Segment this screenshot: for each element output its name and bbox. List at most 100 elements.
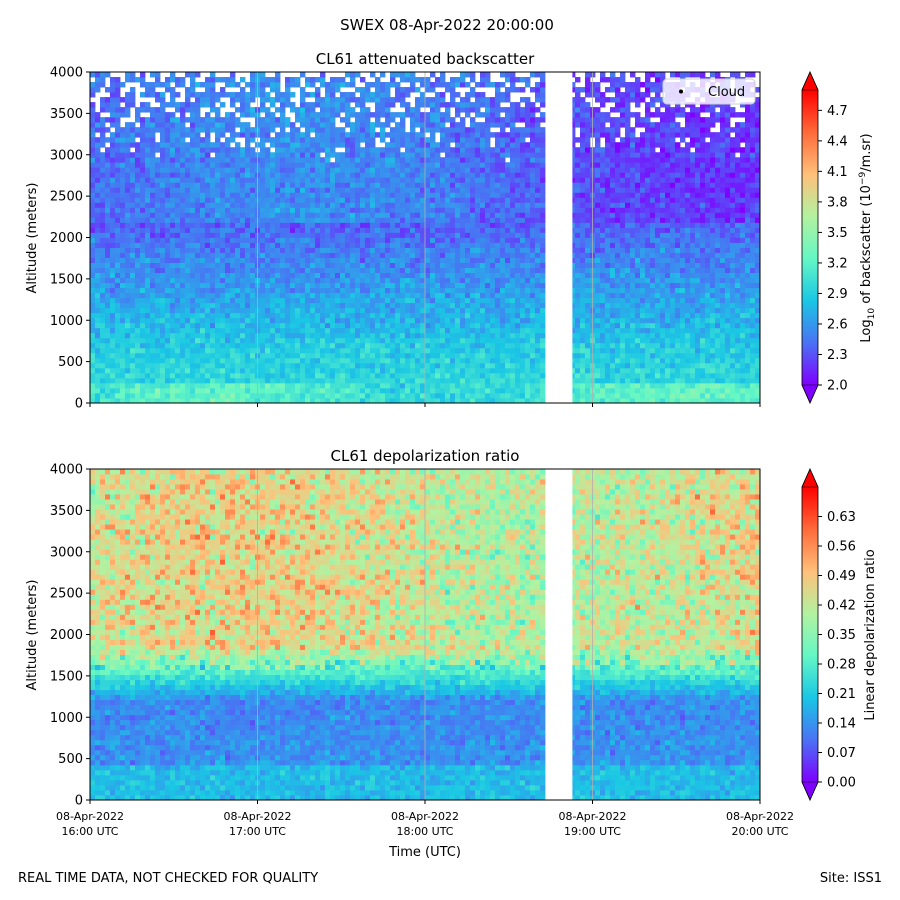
heatmap-cell bbox=[160, 92, 166, 98]
heatmap-cell bbox=[155, 187, 161, 193]
heatmap-cell bbox=[175, 187, 181, 193]
heatmap-cell bbox=[140, 352, 146, 359]
heatmap-cell bbox=[145, 192, 151, 198]
heatmap-cell bbox=[240, 222, 246, 228]
heatmap-cell bbox=[150, 212, 156, 218]
heatmap-cell bbox=[160, 97, 166, 103]
heatmap-cell bbox=[440, 392, 446, 399]
heatmap-cell bbox=[360, 212, 366, 218]
heatmap-cell bbox=[225, 282, 231, 289]
heatmap-cell bbox=[485, 262, 491, 268]
heatmap-cell bbox=[270, 232, 276, 238]
heatmap-cell bbox=[455, 272, 461, 279]
heatmap-cell bbox=[120, 112, 126, 118]
heatmap-cell bbox=[155, 212, 161, 218]
heatmap-cell bbox=[140, 267, 146, 274]
heatmap-cell bbox=[385, 232, 391, 238]
heatmap-cell bbox=[240, 312, 246, 319]
heatmap-cell bbox=[335, 277, 341, 284]
heatmap-cell bbox=[350, 302, 356, 309]
heatmap-cell bbox=[100, 132, 106, 138]
heatmap-cell bbox=[400, 87, 406, 93]
heatmap-cell bbox=[250, 322, 256, 329]
heatmap-cell bbox=[335, 397, 341, 403]
heatmap-cell bbox=[300, 147, 306, 153]
heatmap-cell bbox=[265, 302, 271, 309]
heatmap-cell bbox=[440, 317, 446, 324]
heatmap-cell bbox=[415, 182, 421, 188]
heatmap-cell bbox=[350, 217, 356, 223]
heatmap-cell bbox=[390, 352, 396, 359]
heatmap-cell bbox=[395, 337, 401, 344]
heatmap-cell bbox=[140, 162, 146, 168]
heatmap-cell bbox=[380, 112, 386, 118]
heatmap-cell bbox=[295, 212, 301, 218]
heatmap-cell bbox=[110, 227, 116, 233]
heatmap-cell bbox=[285, 177, 291, 183]
heatmap-cell bbox=[125, 302, 131, 309]
heatmap-cell bbox=[110, 272, 116, 279]
heatmap-cell bbox=[315, 87, 321, 93]
heatmap-cell bbox=[435, 147, 441, 153]
heatmap-cell bbox=[410, 222, 416, 228]
heatmap-cell bbox=[380, 157, 386, 163]
heatmap-cell bbox=[160, 162, 166, 168]
heatmap-cell bbox=[195, 302, 201, 309]
heatmap-cell bbox=[425, 352, 431, 359]
heatmap-cell bbox=[410, 167, 416, 173]
heatmap-cell bbox=[275, 162, 281, 168]
heatmap-cell bbox=[170, 137, 176, 143]
heatmap-cell bbox=[320, 172, 326, 178]
heatmap-cell bbox=[185, 327, 191, 334]
heatmap-cell bbox=[370, 347, 376, 354]
heatmap-cell bbox=[460, 127, 466, 133]
heatmap-cell bbox=[190, 197, 196, 203]
heatmap-cell bbox=[355, 197, 361, 203]
heatmap-cell bbox=[120, 297, 126, 304]
heatmap-cell bbox=[220, 197, 226, 203]
heatmap-cell bbox=[315, 117, 321, 123]
heatmap-cell bbox=[165, 317, 171, 324]
heatmap-cell bbox=[480, 247, 486, 253]
heatmap-cell bbox=[445, 357, 451, 364]
heatmap-cell bbox=[385, 112, 391, 118]
heatmap-cell bbox=[380, 192, 386, 198]
heatmap-cell bbox=[235, 97, 241, 103]
heatmap-cell bbox=[385, 227, 391, 233]
heatmap-cell bbox=[90, 162, 96, 168]
heatmap-cell bbox=[290, 322, 296, 329]
heatmap-cell bbox=[210, 327, 216, 334]
heatmap-cell bbox=[160, 142, 166, 148]
heatmap-cell bbox=[135, 142, 141, 148]
heatmap-cell bbox=[215, 247, 221, 253]
heatmap-cell bbox=[265, 117, 271, 123]
heatmap-cell bbox=[245, 182, 251, 188]
heatmap-cell bbox=[375, 162, 381, 168]
heatmap-cell bbox=[295, 182, 301, 188]
heatmap-cell bbox=[230, 217, 236, 223]
heatmap-cell bbox=[435, 392, 441, 399]
heatmap-cell bbox=[230, 92, 236, 98]
heatmap-cell bbox=[475, 202, 481, 208]
heatmap-cell bbox=[130, 232, 136, 238]
heatmap-cell bbox=[320, 262, 326, 268]
heatmap-cell bbox=[295, 282, 301, 289]
heatmap-cell bbox=[470, 162, 476, 168]
heatmap-cell bbox=[205, 382, 211, 389]
heatmap-cell bbox=[465, 157, 471, 163]
heatmap-cell bbox=[480, 242, 486, 248]
heatmap-cell bbox=[210, 72, 216, 78]
heatmap-cell bbox=[405, 262, 411, 268]
heatmap-cell bbox=[195, 337, 201, 344]
heatmap-cell bbox=[170, 287, 176, 294]
heatmap-cell bbox=[325, 387, 331, 394]
heatmap-cell bbox=[420, 92, 426, 98]
heatmap-cell bbox=[270, 217, 276, 223]
heatmap-cell bbox=[170, 142, 176, 148]
heatmap-cell bbox=[320, 217, 326, 223]
heatmap-cell bbox=[475, 352, 481, 359]
heatmap-cell bbox=[130, 207, 136, 213]
heatmap-cell bbox=[115, 182, 121, 188]
heatmap-cell bbox=[290, 342, 296, 349]
heatmap-cell bbox=[240, 162, 246, 168]
